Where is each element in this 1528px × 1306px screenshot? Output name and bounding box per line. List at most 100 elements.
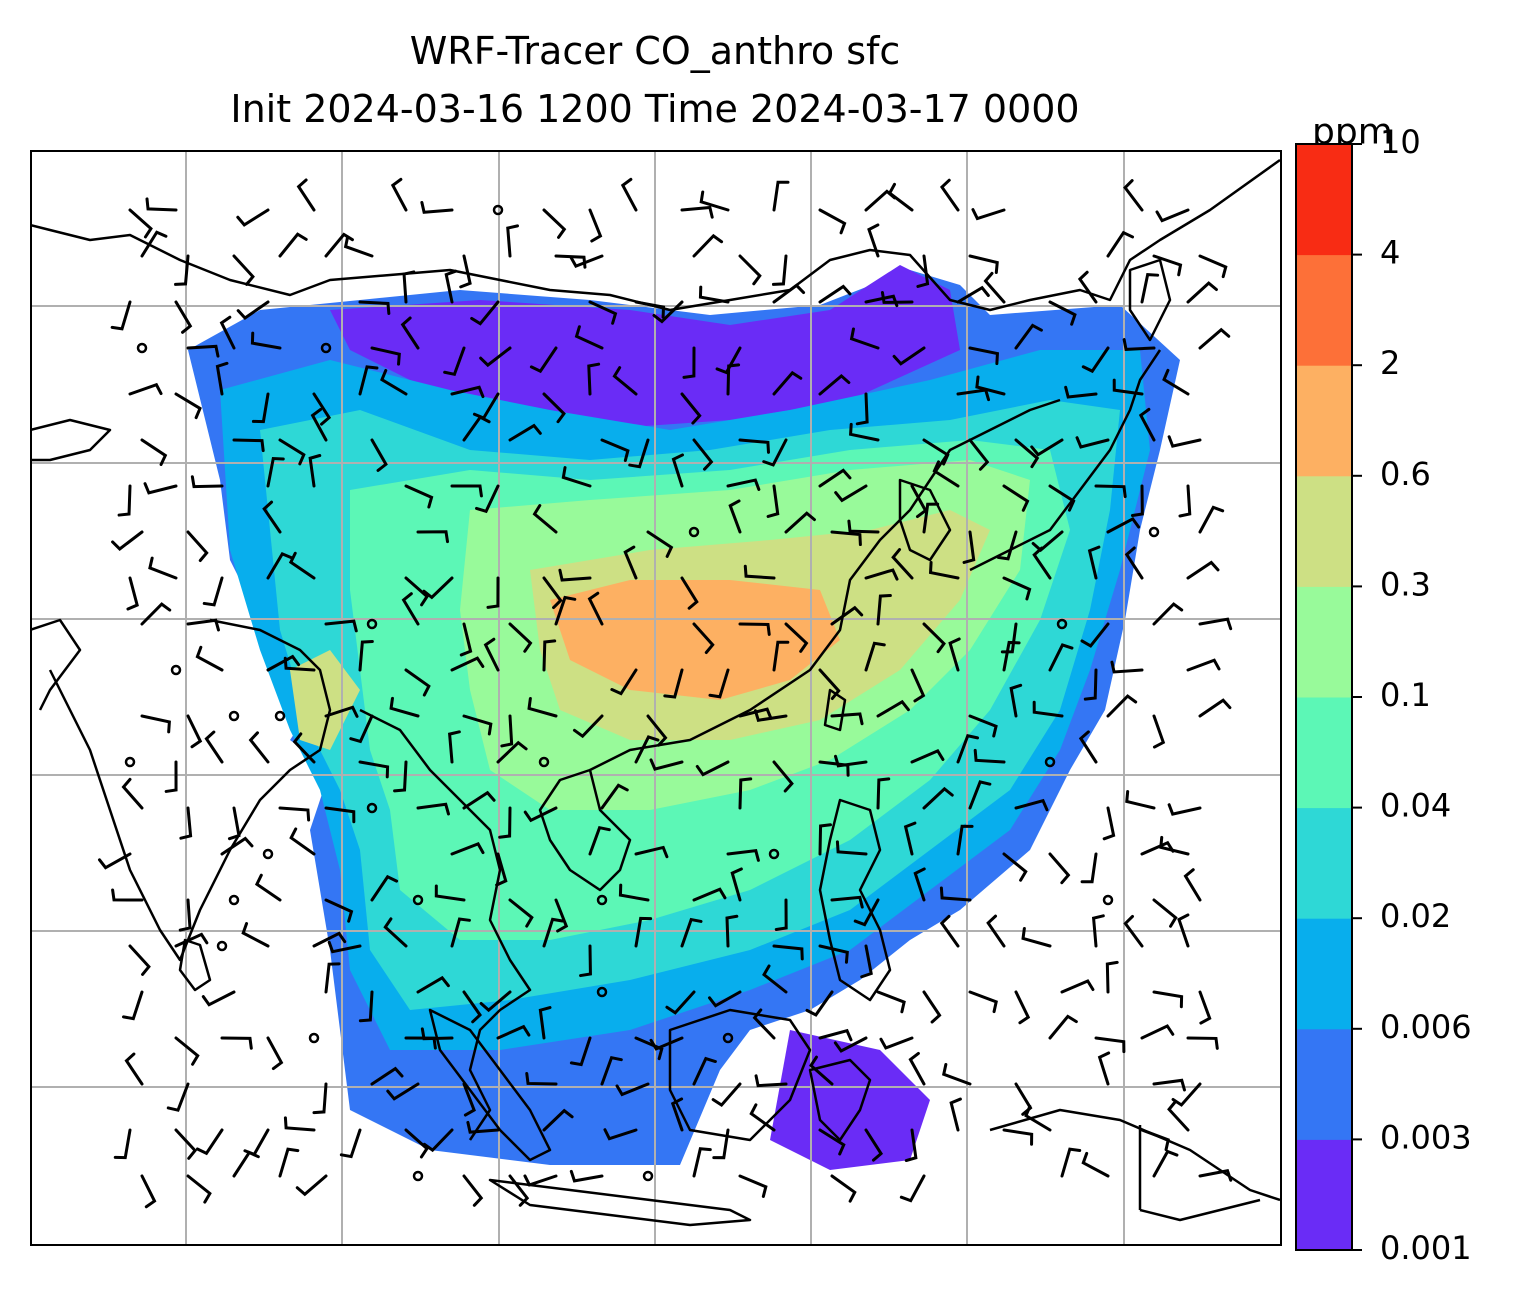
wind-barb bbox=[973, 748, 1006, 764]
wind-barb bbox=[508, 423, 542, 442]
wind-barb bbox=[266, 1036, 284, 1071]
wind-barb bbox=[618, 883, 650, 902]
wind-barb bbox=[358, 760, 390, 779]
coast-taiwan bbox=[823, 688, 847, 732]
wind-barb bbox=[140, 230, 168, 258]
wind-barb bbox=[892, 346, 926, 366]
wind-barb bbox=[1091, 914, 1105, 948]
wind-barb bbox=[1123, 914, 1144, 948]
wind-barb bbox=[587, 362, 601, 396]
co-field-orange bbox=[550, 580, 840, 700]
calm-wind-marker bbox=[228, 894, 240, 906]
wind-barb bbox=[266, 552, 294, 580]
wind-barb bbox=[1048, 300, 1077, 326]
colorbar-band bbox=[1296, 475, 1352, 587]
wind-barb bbox=[1198, 505, 1225, 534]
wind-barb bbox=[1125, 790, 1156, 810]
wind-barb bbox=[738, 254, 762, 286]
wind-barb bbox=[860, 944, 873, 979]
wind-barb bbox=[523, 1174, 558, 1187]
wind-barb bbox=[818, 668, 841, 701]
wind-barb bbox=[1152, 602, 1184, 626]
wind-barb bbox=[312, 392, 332, 426]
wind-barb bbox=[725, 914, 739, 948]
coast-philippines bbox=[818, 798, 892, 1002]
wind-barb bbox=[1106, 230, 1135, 258]
wind-barb bbox=[215, 361, 229, 396]
wind-barb bbox=[749, 1103, 776, 1132]
wind-barb bbox=[603, 1128, 638, 1141]
colorbar-tick-label: 0.001 bbox=[1380, 1229, 1472, 1267]
wind-barb bbox=[174, 1128, 198, 1160]
wind-barb bbox=[434, 884, 466, 902]
wind-barb bbox=[634, 916, 653, 948]
wind-barb bbox=[772, 640, 790, 672]
wind-barb bbox=[174, 392, 202, 420]
wind-barb bbox=[830, 1174, 857, 1203]
wind-barb bbox=[1002, 484, 1030, 512]
wind-barb bbox=[680, 576, 699, 610]
wind-barb bbox=[711, 1082, 742, 1108]
wind-barb bbox=[370, 346, 401, 366]
wind-barb bbox=[542, 639, 557, 672]
wind-barb bbox=[830, 895, 864, 909]
wind-barb bbox=[572, 714, 604, 739]
coast-japan-2 bbox=[1128, 258, 1172, 342]
wind-barb bbox=[174, 300, 193, 334]
calm-wind-marker bbox=[1056, 618, 1068, 630]
colorbar-band bbox=[1296, 1028, 1352, 1140]
wind-barb bbox=[738, 707, 773, 720]
wind-barb bbox=[569, 1169, 604, 1183]
wind-barb bbox=[110, 300, 132, 331]
colorbar-tick-label: 2 bbox=[1380, 344, 1400, 382]
wind-barb bbox=[1002, 576, 1032, 601]
wind-barb bbox=[295, 1174, 328, 1197]
wind-barb bbox=[588, 825, 611, 856]
colorbar-tick-label: 0.02 bbox=[1380, 897, 1451, 935]
colorbar-band bbox=[1296, 365, 1352, 477]
coast-sulawesi bbox=[808, 1058, 872, 1142]
wind-barb bbox=[726, 363, 741, 396]
wind-barb bbox=[762, 964, 788, 994]
wind-barb bbox=[554, 898, 569, 933]
wind-barb bbox=[1081, 346, 1110, 374]
map-panel[interactable] bbox=[30, 150, 1282, 1246]
wind-barb bbox=[809, 1055, 834, 1086]
wind-barb bbox=[665, 990, 696, 1015]
colorbar-band bbox=[1296, 918, 1352, 1030]
wind-barb bbox=[1048, 852, 1071, 885]
calm-wind-marker bbox=[642, 1170, 654, 1182]
wind-barb bbox=[220, 1036, 253, 1050]
wind-barb bbox=[1155, 208, 1190, 223]
wind-barb bbox=[532, 504, 558, 534]
calm-wind-marker bbox=[1044, 756, 1056, 768]
wind-barb bbox=[444, 269, 458, 304]
calm-wind-marker bbox=[538, 756, 550, 768]
wind-barb bbox=[1152, 1078, 1186, 1092]
wind-barb bbox=[1024, 1104, 1052, 1132]
wind-barb bbox=[986, 914, 1006, 948]
wind-barb bbox=[646, 714, 668, 747]
calm-wind-marker bbox=[320, 342, 332, 354]
wind-barb bbox=[876, 990, 906, 1014]
wind-barb bbox=[1140, 273, 1160, 304]
wind-barb bbox=[754, 1074, 788, 1088]
wind-barb bbox=[538, 1006, 552, 1040]
wind-barb bbox=[695, 760, 730, 777]
wind-barb bbox=[1094, 1036, 1126, 1054]
wind-barb bbox=[349, 714, 374, 744]
wind-barb bbox=[475, 484, 500, 514]
wind-barb bbox=[201, 990, 236, 1007]
colorbar-tick-label: 0.04 bbox=[1380, 787, 1451, 825]
wind-barb bbox=[942, 1062, 972, 1086]
wind-barb bbox=[324, 898, 354, 923]
wind-barb bbox=[1014, 438, 1040, 469]
wind-barb bbox=[692, 1056, 717, 1086]
wind-barb bbox=[867, 223, 880, 258]
wind-barb bbox=[922, 622, 946, 654]
calm-wind-marker bbox=[722, 1032, 734, 1044]
wind-barb bbox=[186, 344, 220, 358]
wind-barb bbox=[830, 605, 864, 626]
wind-barb bbox=[1152, 898, 1178, 928]
